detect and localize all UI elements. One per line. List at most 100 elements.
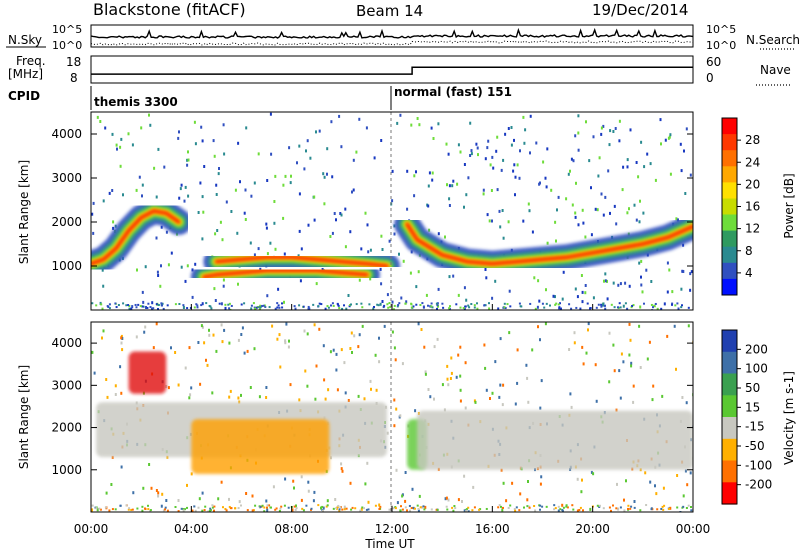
colorbar-swatch — [722, 262, 737, 280]
scatter-cell — [117, 304, 120, 307]
scatter-cell — [671, 303, 673, 306]
scatter-cell — [518, 509, 521, 512]
scatter-cell — [364, 482, 367, 486]
nsearch-label: N.Search — [746, 33, 800, 47]
scatter-cell — [288, 339, 290, 343]
scatter-cell — [340, 145, 343, 149]
scatter-cell — [269, 112, 272, 116]
scatter-cell — [111, 189, 114, 192]
scatter-cell — [137, 303, 140, 306]
colorbar-tick-label: 15 — [745, 400, 760, 414]
scatter-cell — [114, 393, 117, 396]
scatter-cell — [592, 472, 595, 476]
scatter-cell — [157, 491, 160, 495]
scatter-cell — [322, 506, 325, 510]
colorbar-tick-label: 4 — [745, 266, 753, 280]
scatter-cell — [249, 241, 252, 245]
power-colorbar-ticks: 28 24 20 16 12 8 4 — [737, 133, 760, 280]
scatter-cell — [632, 400, 635, 404]
scatter-cell — [600, 305, 603, 308]
scatter-cell — [615, 222, 618, 226]
scatter-cell — [196, 306, 199, 309]
scatter-cell — [396, 305, 399, 308]
scatter-cell — [459, 374, 462, 378]
scatter-cell — [679, 142, 682, 146]
scatter-cell — [330, 304, 332, 307]
scatter-cell — [619, 306, 622, 309]
scatter-cell — [115, 143, 118, 147]
velocity-ylabel: Slant Range [km] — [17, 365, 31, 469]
scatter-cell — [459, 388, 462, 392]
scatter-cell — [623, 498, 625, 502]
scatter-cell — [215, 349, 218, 353]
scatter-cell — [157, 494, 160, 498]
scatter-cell — [656, 307, 659, 310]
scatter-cell — [208, 328, 210, 332]
scatter-cell — [222, 506, 224, 509]
scatter-cell — [507, 127, 510, 130]
scatter-cell — [203, 341, 206, 345]
scatter-cell — [545, 302, 548, 305]
scatter-cell — [513, 138, 515, 142]
scatter-cell — [539, 504, 542, 507]
scatter-cell — [615, 408, 618, 412]
scatter-cell — [393, 424, 396, 428]
scatter-cell — [400, 296, 403, 300]
scatter-cell — [215, 193, 218, 196]
scatter-cell — [576, 295, 579, 299]
scatter-cell — [322, 172, 325, 176]
scatter-cell — [570, 405, 573, 409]
scatter-cell — [494, 279, 497, 283]
scatter-cell — [534, 509, 537, 512]
scatter-cell — [411, 487, 414, 491]
scatter-cell — [186, 483, 188, 487]
scatter-cell — [95, 304, 98, 307]
scatter-cell — [314, 397, 317, 401]
scatter-cell — [582, 362, 585, 366]
scatter-cell — [622, 360, 625, 364]
scatter-cell — [516, 163, 519, 167]
scatter-cell — [141, 290, 144, 294]
scatter-cell — [437, 232, 440, 236]
scatter-cell — [582, 221, 585, 225]
scatter-cell — [558, 306, 561, 309]
scatter-cell — [446, 364, 449, 368]
scatter-cell — [447, 383, 450, 387]
scatter-cell — [179, 187, 182, 191]
scatter-cell — [108, 303, 111, 306]
scatter-cell — [410, 123, 413, 127]
scatter-cell — [293, 486, 295, 490]
scatter-cell — [650, 303, 653, 306]
scatter-cell — [552, 294, 555, 298]
scatter-cell — [590, 186, 592, 190]
scatter-cell — [177, 383, 180, 387]
scatter-cell — [518, 302, 521, 305]
scatter-cell — [131, 508, 134, 511]
scatter-cell — [209, 305, 212, 308]
scatter-cell — [432, 137, 435, 140]
scatter-cell — [538, 299, 541, 303]
scatter-cell — [302, 509, 305, 512]
scatter-cell — [408, 504, 411, 507]
scatter-cell — [680, 169, 683, 173]
scatter-cell — [514, 402, 517, 406]
scatter-cell — [687, 306, 690, 309]
colorbar-swatch — [722, 198, 737, 216]
scatter-cell — [427, 388, 430, 391]
scatter-cell — [646, 152, 649, 156]
scatter-cell — [453, 505, 456, 508]
scatter-cell — [102, 284, 105, 288]
scatter-cell — [600, 303, 603, 306]
scatter-cell — [463, 509, 466, 512]
scatter-cell — [205, 302, 208, 305]
scatter-cell — [367, 500, 370, 504]
scatter-cell — [151, 307, 153, 310]
scatter-cell — [505, 499, 508, 503]
scatter-cell — [570, 307, 573, 310]
scatter-cell — [298, 192, 301, 196]
scatter-cell — [306, 384, 309, 388]
scatter-cell — [556, 208, 558, 212]
scatter-cell — [559, 302, 561, 305]
scatter-cell — [513, 508, 516, 511]
scatter-cell — [200, 304, 203, 307]
